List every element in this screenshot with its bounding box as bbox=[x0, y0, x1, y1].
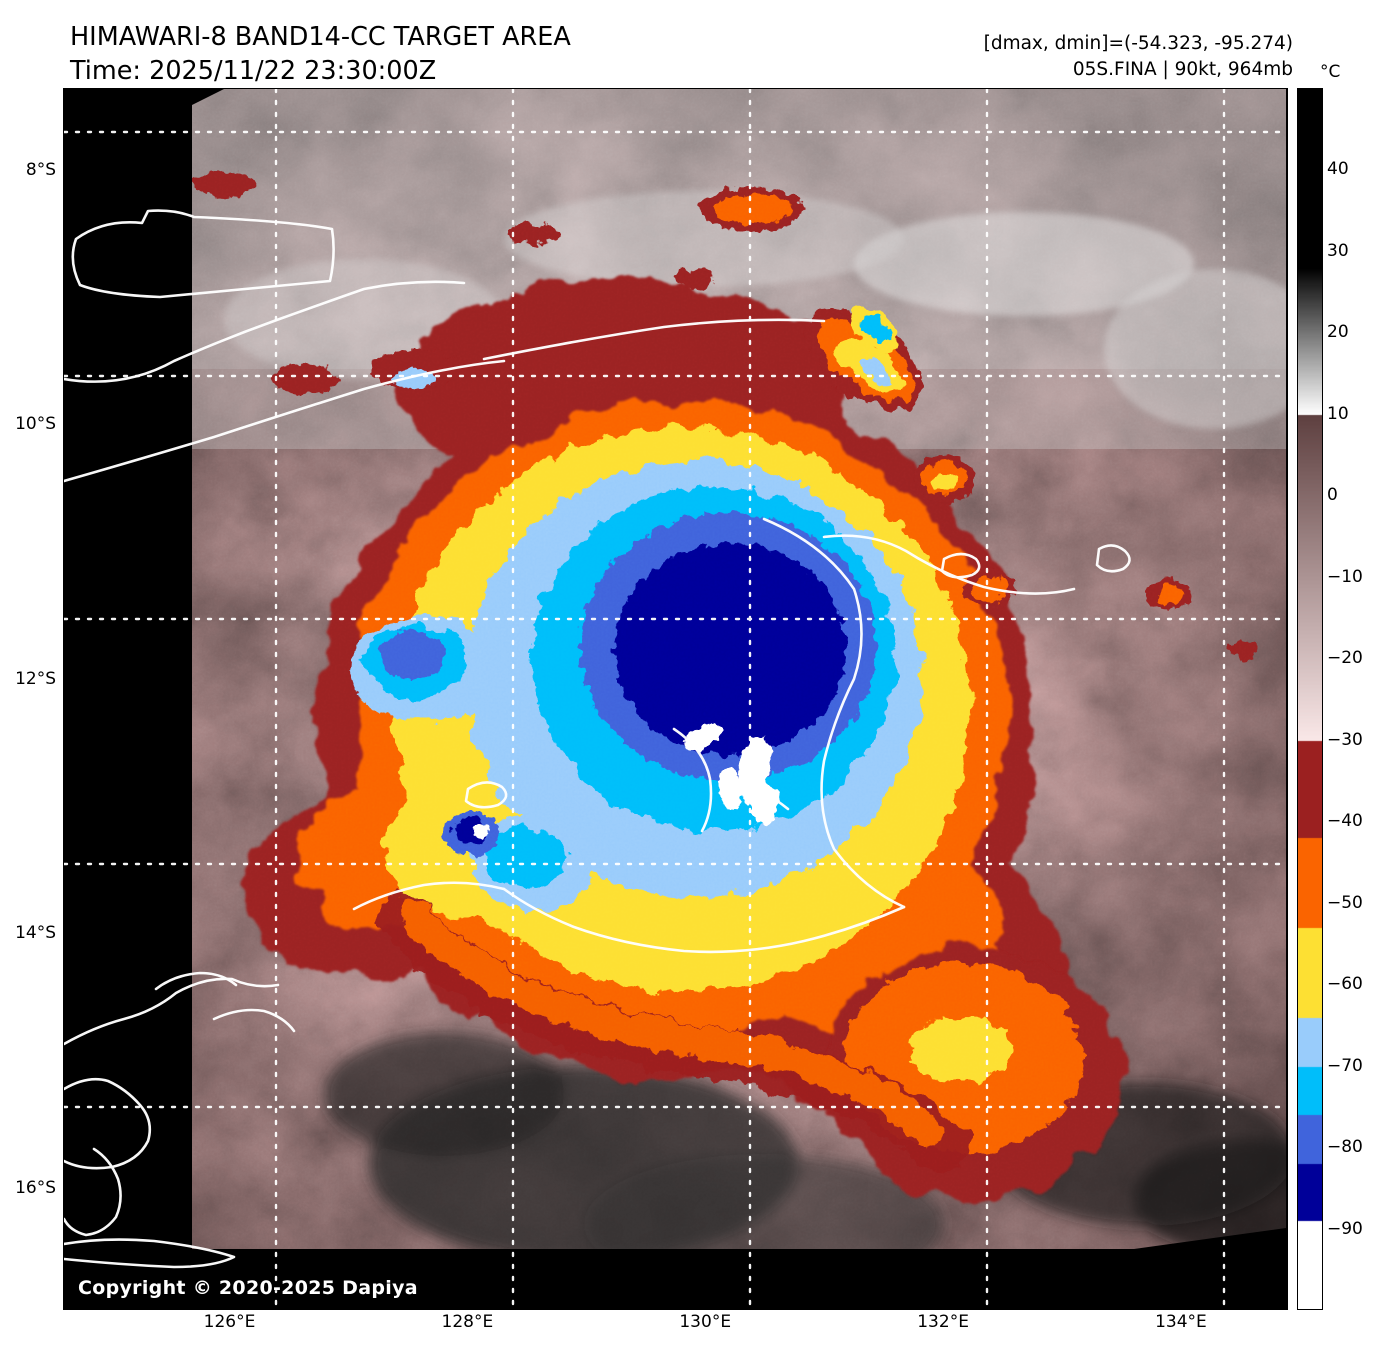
lat-tick-label: 16°S bbox=[15, 1178, 56, 1199]
colorbar[interactable] bbox=[1297, 88, 1323, 1310]
graticule bbox=[64, 89, 1286, 1308]
colorbar-tick-labels: 40 30 20 10 0 −10 −20 −30 −40 −50 −60 −70 −80 −90 bbox=[1327, 88, 1385, 1310]
colorbar-tick-label: −10 bbox=[1327, 566, 1363, 587]
lat-tick-label: 10°S bbox=[15, 414, 56, 435]
colorbar-tick-label: −30 bbox=[1327, 729, 1363, 750]
colorbar-unit-label: °C bbox=[1320, 62, 1341, 82]
latitude-axis: 8°S 10°S 12°S 14°S 16°S bbox=[0, 88, 56, 1310]
colorbar-tick-label: −80 bbox=[1327, 1137, 1363, 1158]
lat-tick-label: 12°S bbox=[15, 668, 56, 689]
lon-tick-label: 134°E bbox=[1155, 1312, 1207, 1332]
colorbar-tick-label: 40 bbox=[1327, 159, 1349, 180]
lon-tick-label: 128°E bbox=[441, 1312, 494, 1332]
colorbar-tick-label: −60 bbox=[1327, 974, 1363, 995]
colorbar-tick-label: −20 bbox=[1327, 648, 1363, 669]
ir-data-region bbox=[192, 89, 1286, 1249]
colorbar-tick-label: 10 bbox=[1327, 403, 1349, 424]
colorbar-tick-label: −90 bbox=[1327, 1218, 1363, 1239]
colorbar-tick-label: 0 bbox=[1327, 485, 1338, 506]
colorbar-tick-label: −40 bbox=[1327, 811, 1363, 832]
lon-tick-label: 132°E bbox=[917, 1312, 969, 1332]
colorbar-tick-label: 30 bbox=[1327, 240, 1349, 261]
lat-tick-label: 8°S bbox=[25, 159, 56, 180]
lon-tick-label: 126°E bbox=[203, 1312, 256, 1332]
satellite-ir-imagery bbox=[64, 89, 1286, 1308]
copyright-notice: Copyright © 2020-2025 Dapiya bbox=[78, 1277, 418, 1299]
colorbar-tick-label: −70 bbox=[1327, 1055, 1363, 1076]
lon-tick-label: 130°E bbox=[679, 1312, 732, 1332]
colorbar-tick-label: 20 bbox=[1327, 322, 1349, 343]
colorbar-tick-label: −50 bbox=[1327, 892, 1363, 913]
coastline-overlay bbox=[64, 209, 1131, 1269]
longitude-axis: 126°E 128°E 130°E 132°E 134°E bbox=[63, 1312, 1288, 1342]
page-title: HIMAWARI-8 BAND14-CC TARGET AREA Time: 2… bbox=[70, 22, 571, 86]
storm-info-block: [dmax, dmin]=(-54.323, -95.274) 05S.FINA… bbox=[983, 33, 1293, 80]
lat-tick-label: 14°S bbox=[15, 923, 56, 944]
satellite-image-panel[interactable] bbox=[63, 88, 1288, 1310]
